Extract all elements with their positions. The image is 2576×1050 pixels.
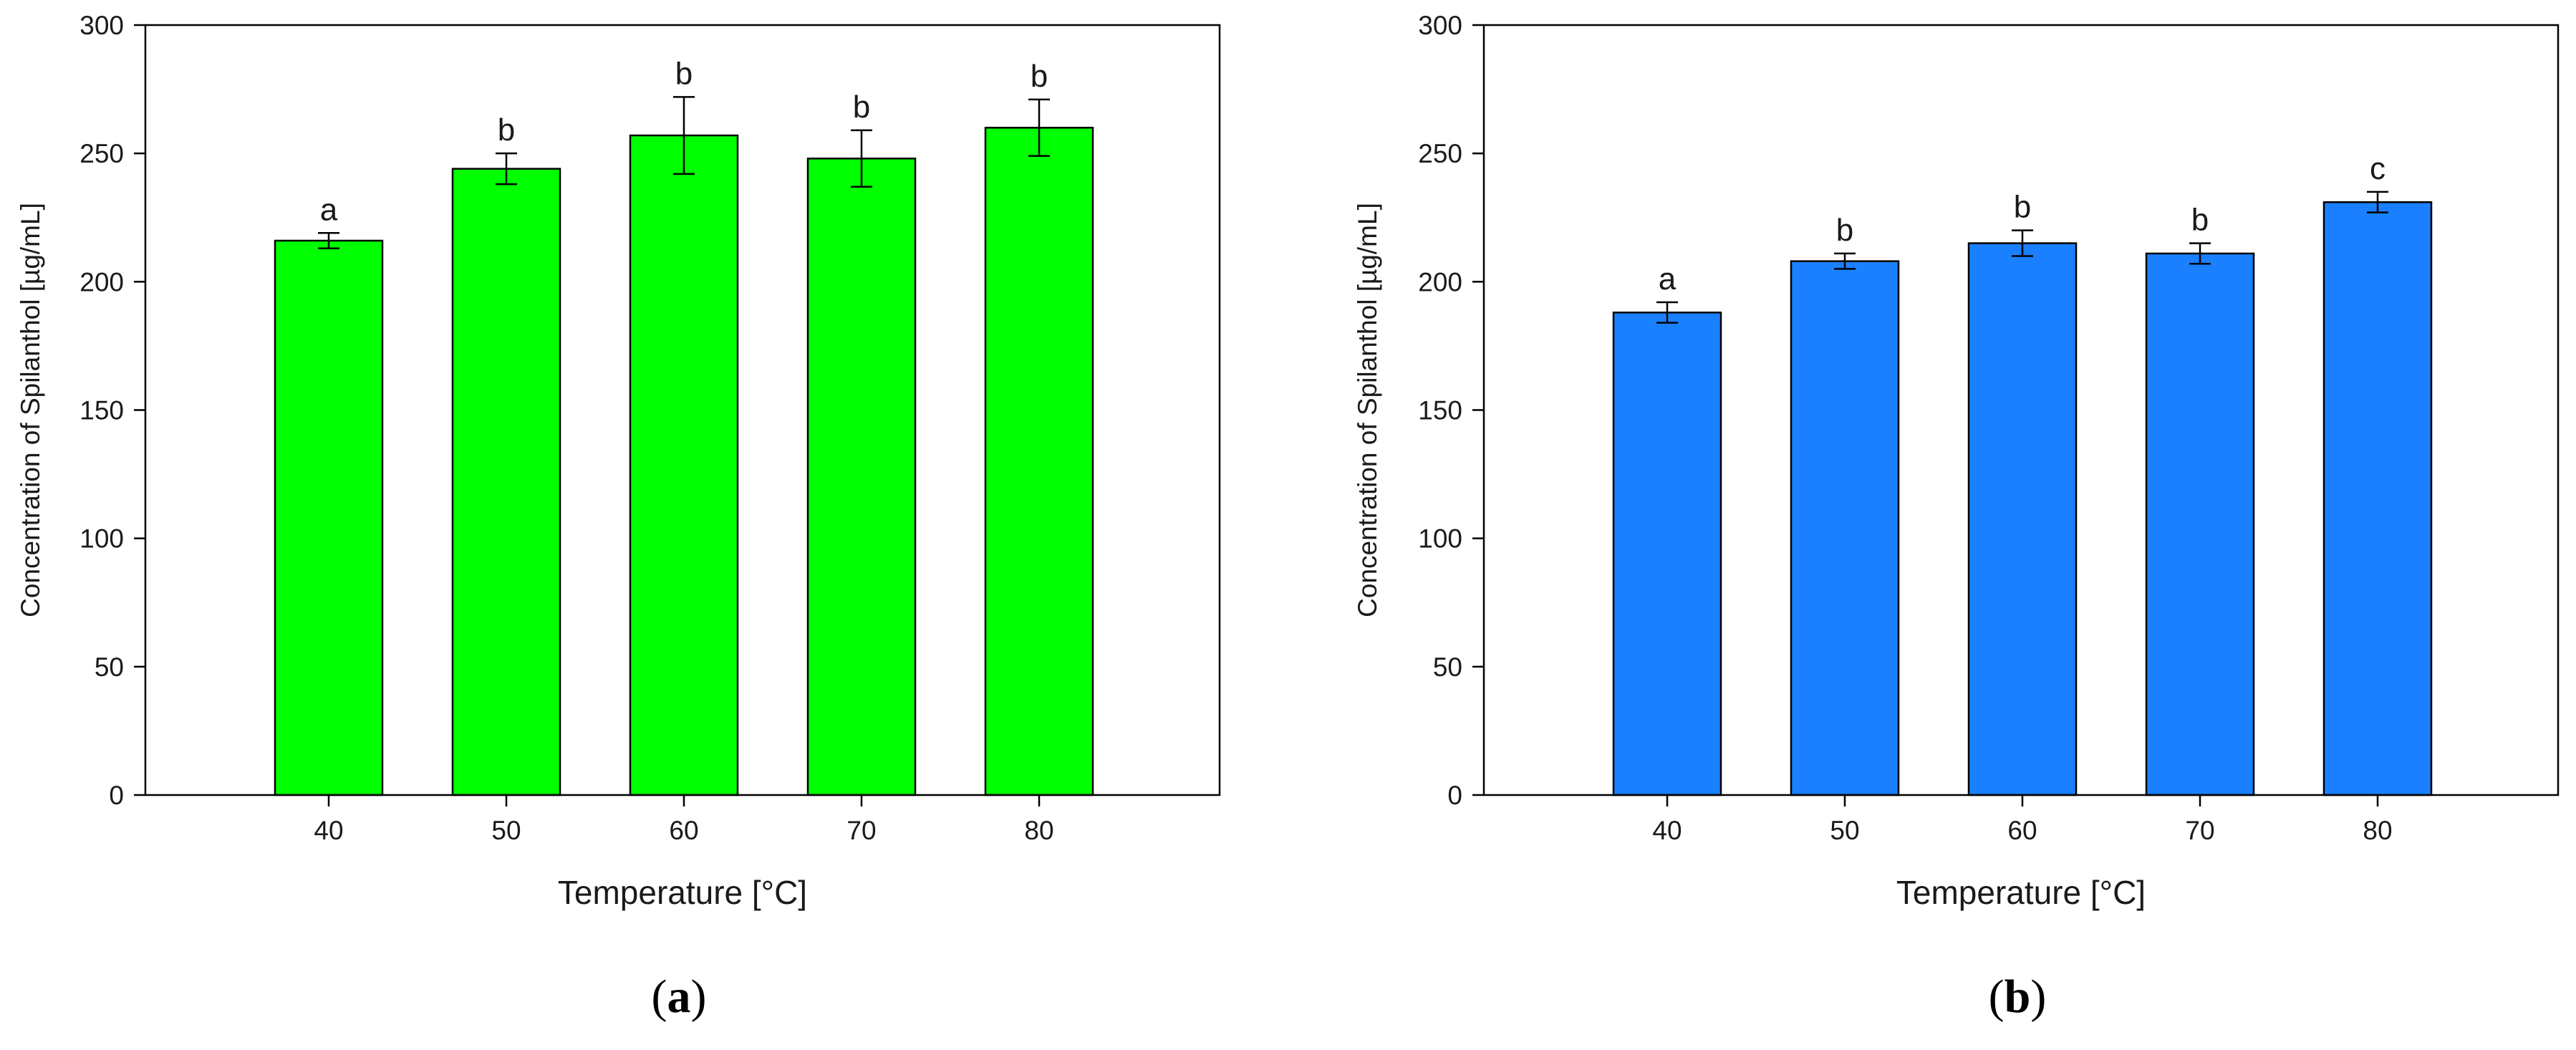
y-axis-label: Concentration of Spilanthol [µg/mL]	[1353, 203, 1382, 617]
x-tick-label-80: 80	[2363, 816, 2392, 845]
bar-60	[1967, 242, 2078, 796]
significance-label-70: b	[2191, 203, 2209, 238]
y-tick-label-300: 300	[1418, 11, 1462, 40]
y-tick-label-200: 200	[79, 267, 124, 297]
y-tick-label-250: 250	[1418, 139, 1462, 168]
y-tick-label-250: 250	[79, 139, 124, 168]
x-tick-label-70: 70	[2185, 816, 2214, 845]
x-tick-label-80: 80	[1024, 816, 1053, 845]
y-axis-label: Concentration of Spilanthol [µg/mL]	[16, 203, 45, 617]
x-tick-label-40: 40	[1652, 816, 1682, 845]
bar-80	[2322, 201, 2433, 796]
significance-label-80: c	[2370, 151, 2386, 186]
x-axis-label: Temperature [°C]	[1896, 874, 2146, 911]
chart-panel-a: a b b b b 0 50 100 150 200 250 300 40 50 60 70 80 Concent…	[16, 11, 1221, 1023]
significance-label-70: b	[853, 90, 870, 125]
bar-80	[984, 127, 1094, 796]
significance-label-60: b	[675, 56, 693, 91]
y-tick-label-50: 50	[95, 652, 124, 682]
y-tick-label-200: 200	[1418, 267, 1462, 297]
panel-label: (a)	[652, 970, 707, 1023]
y-tick-label-300: 300	[79, 11, 124, 40]
y-tick-label-0: 0	[109, 781, 124, 810]
significance-label-50: b	[1836, 213, 1853, 248]
y-tick-label-100: 100	[1418, 524, 1462, 554]
bar-40	[274, 239, 384, 796]
y-tick-label-100: 100	[79, 524, 124, 554]
significance-label-40: a	[1659, 261, 1677, 297]
y-tick-label-150: 150	[79, 396, 124, 425]
bar-70	[2145, 252, 2255, 796]
bar-70	[806, 158, 917, 796]
significance-label-60: b	[2014, 190, 2031, 225]
significance-label-80: b	[1031, 59, 1048, 94]
panel-label: (b)	[1989, 970, 2047, 1023]
x-tick-label-40: 40	[314, 816, 343, 845]
y-tick-label-150: 150	[1418, 396, 1462, 425]
bar-40	[1612, 312, 1722, 796]
significance-label-40: a	[320, 192, 338, 227]
x-tick-label-60: 60	[669, 816, 698, 845]
y-tick-label-50: 50	[1433, 652, 1462, 682]
x-tick-label-50: 50	[491, 816, 521, 845]
x-axis-label: Temperature [°C]	[558, 874, 807, 911]
x-tick-label-60: 60	[2007, 816, 2037, 845]
bar-60	[629, 134, 739, 796]
bar-50	[1790, 260, 1900, 796]
x-tick-label-70: 70	[846, 816, 876, 845]
x-tick-label-50: 50	[1830, 816, 1859, 845]
significance-label-50: b	[498, 112, 515, 148]
bar-50	[451, 168, 561, 796]
y-tick-label-0: 0	[1447, 781, 1462, 810]
chart-panel-b: a b b b c 0 50 100 150 200 250 300 40 50 60 70 80 Concent…	[1353, 11, 2560, 1023]
